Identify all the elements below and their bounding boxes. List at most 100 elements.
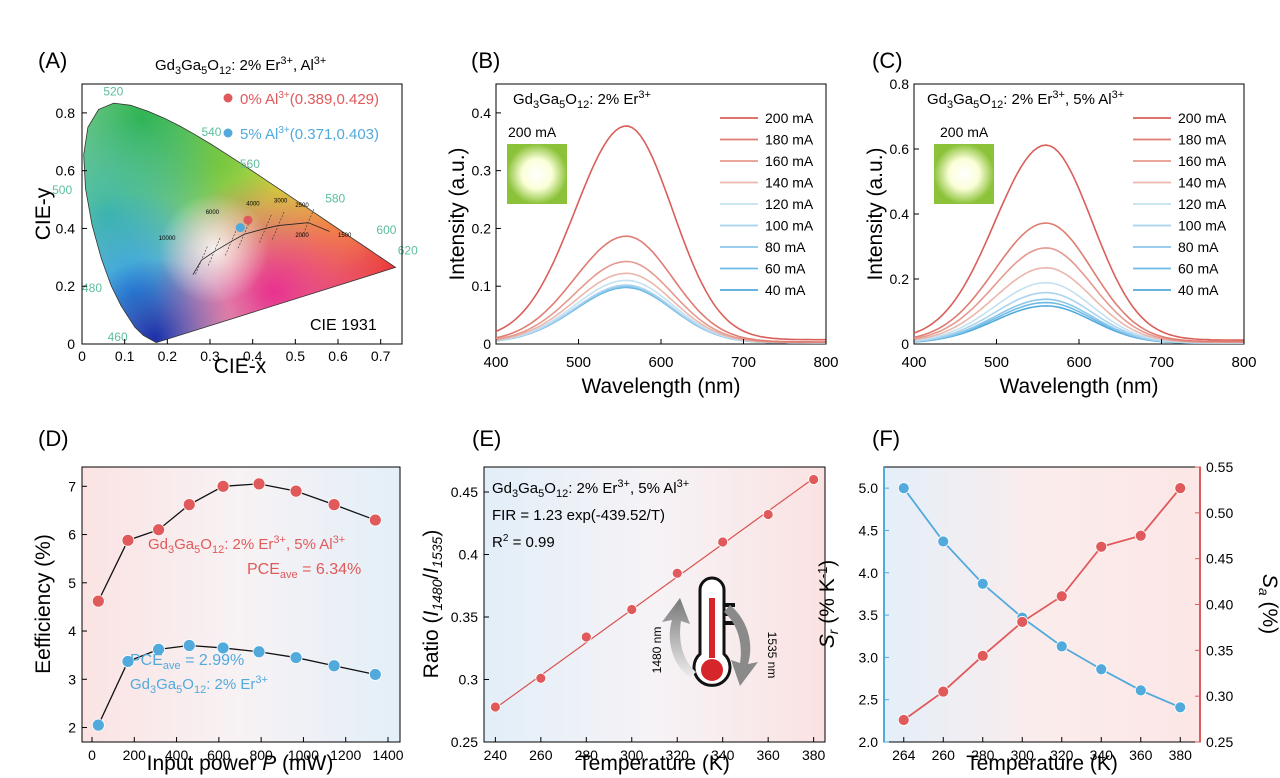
wavelength-label: 600 <box>376 223 396 237</box>
y-tick-label-right: 0.50 <box>1206 505 1233 521</box>
y-tick-label: 0.3 <box>459 672 479 688</box>
cct-label: 10000 <box>159 236 176 242</box>
data-point-Sr <box>1174 701 1187 714</box>
data-point <box>327 659 341 673</box>
y-axis-label: Eefficiency (%) <box>32 534 55 674</box>
x-tick-label: 400 <box>901 354 926 371</box>
x-tick-label: 600 <box>1066 354 1091 371</box>
data-point <box>762 509 774 520</box>
y-tick-label: 7 <box>68 478 76 494</box>
data-point <box>289 651 303 664</box>
x-tick-label: 300 <box>620 747 644 763</box>
panel-c-title: Gd3Ga5O12: 2% Er3+, 5% Al3+ <box>927 89 1124 111</box>
y-tick-label: 0.45 <box>451 484 478 500</box>
x-tick-label: 400 <box>483 354 508 371</box>
data-point <box>216 479 230 493</box>
x-axis-label: Wavelength (nm) <box>581 375 740 398</box>
isotemp-line <box>259 214 272 243</box>
x-tick-label: 360 <box>1129 747 1153 763</box>
legend-label: 160 mA <box>765 153 814 169</box>
x-tick-label: 600 <box>648 354 673 371</box>
x-axis-label: Input power P (mW) <box>147 752 334 775</box>
y-tick-label: 2 <box>68 720 76 736</box>
arrow-down-label: 1535 nm <box>765 632 779 679</box>
x-tick-label: 0.7 <box>371 348 391 364</box>
data-point <box>289 484 303 498</box>
legend-label: 140 mA <box>1178 175 1227 191</box>
point-0-al <box>243 215 253 225</box>
spectrum-200-mA <box>495 125 826 341</box>
legend-label: 160 mA <box>1178 153 1227 169</box>
legend-label: 180 mA <box>765 132 814 148</box>
spectral-locus <box>83 102 397 344</box>
y-tick-label-right: 0.35 <box>1206 642 1233 658</box>
legend-label: 40 mA <box>1178 282 1219 298</box>
plot-frame <box>483 466 826 743</box>
inset-label: 200 mA <box>940 124 989 140</box>
x-tick-label: 800 <box>249 747 273 763</box>
legend-label: 120 mA <box>765 196 814 212</box>
x-tick-label: 0 <box>78 348 86 364</box>
spectrum-180-mA <box>913 222 1244 343</box>
x-tick-label: 200 <box>123 747 147 763</box>
spectrum-200-mA <box>913 144 1244 341</box>
x-tick-label: 0.6 <box>328 348 348 364</box>
y-tick-label-left: 3.5 <box>859 607 879 623</box>
y-tick-label-right: 0.45 <box>1206 551 1233 567</box>
x-tick-label: 700 <box>1149 354 1174 371</box>
arrow-up-label: 1480 nm <box>650 627 664 674</box>
data-point-Sa <box>1134 529 1147 542</box>
wavelength-label: 520 <box>103 85 123 99</box>
data-point <box>671 567 683 579</box>
data-point-Sa <box>1095 540 1108 553</box>
x-tick-label: 360 <box>756 747 780 763</box>
data-point-Sr <box>1134 684 1147 697</box>
data-point <box>152 642 166 656</box>
legend-label: 200 mA <box>765 110 814 126</box>
y-tick-label: 5 <box>68 575 76 591</box>
data-point <box>580 631 592 643</box>
x-tick-label: 340 <box>711 747 735 763</box>
x-tick-label: 400 <box>165 747 189 763</box>
panel-d: (D) 0 200 400 600 800 1000 1200 1400 2 3 4 5 6 7 Gd3G… <box>32 426 404 775</box>
x-tick-label: 260 <box>932 747 956 763</box>
x-tick-label: 500 <box>566 354 591 371</box>
panel-e-title: Gd3Ga5O12: 2% Er3+, 5% Al3+ <box>492 478 689 500</box>
data-point-Sr <box>937 535 950 548</box>
panel-d-label: (D) <box>38 426 69 451</box>
x-tick-label: 1000 <box>288 747 319 763</box>
cct-label: 2000 <box>295 233 309 239</box>
y-tick-label: 0.6 <box>56 163 76 179</box>
y-tick-label: 0.1 <box>472 278 492 294</box>
plot-frame <box>81 466 401 743</box>
x-tick-label: 600 <box>207 747 231 763</box>
x-tick-label: 500 <box>984 354 1009 371</box>
data-point <box>121 655 135 668</box>
arrow-down-icon <box>724 605 758 686</box>
cct-label: 2500 <box>295 203 309 209</box>
x-tick-label: 0.3 <box>200 348 220 364</box>
y-tick-label-left: 3.0 <box>859 649 879 665</box>
y-tick-label: 0.2 <box>56 278 76 294</box>
y-tick-label-right: 0.30 <box>1206 688 1233 704</box>
data-point-Sr <box>897 482 910 495</box>
x-axis-label: Wavelength (nm) <box>999 375 1158 398</box>
legend-label: 80 mA <box>765 239 806 255</box>
panel-a-label: (A) <box>38 48 67 73</box>
panel-a-title: Gd3Ga5O12: 2% Er3+, Al3+ <box>155 55 326 77</box>
data-point <box>717 536 729 548</box>
data-point <box>216 641 230 655</box>
legend-label: 100 mA <box>1178 218 1227 234</box>
data-point <box>535 672 547 684</box>
x-tick-label: 380 <box>1169 747 1193 763</box>
wavelength-label: 540 <box>201 125 221 139</box>
y-tick-label-right: 0.25 <box>1206 734 1233 750</box>
x-tick-label: 700 <box>731 354 756 371</box>
y-tick-label: 0.35 <box>451 609 478 625</box>
x-axis-label: Temperature (K) <box>966 752 1118 775</box>
y-tick-label-left: 4.0 <box>859 565 879 581</box>
isotemp-line <box>195 246 208 275</box>
plot-frame <box>81 83 403 345</box>
y-tick-label-left: 2.0 <box>859 734 879 750</box>
